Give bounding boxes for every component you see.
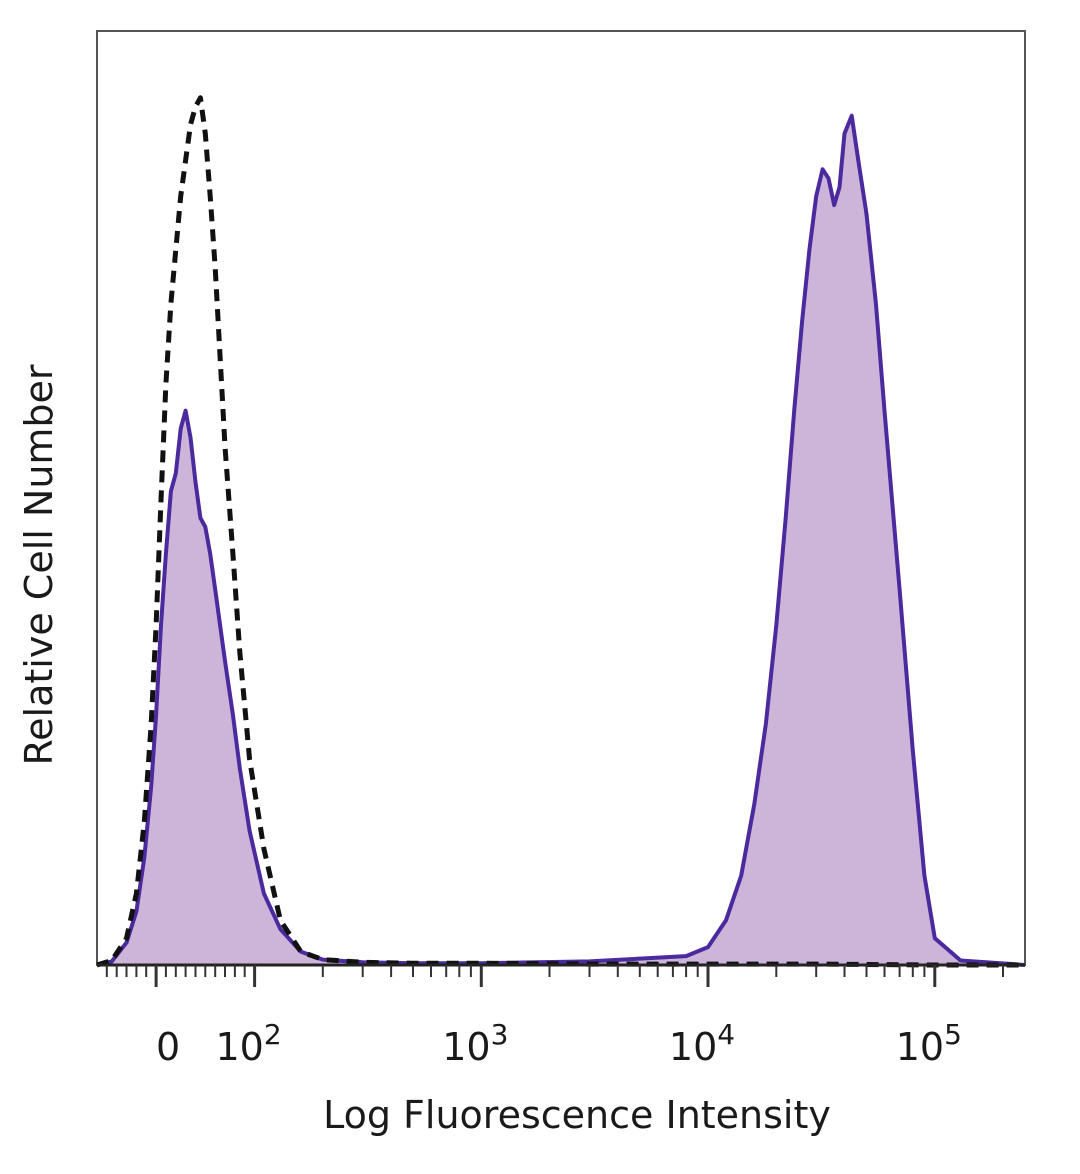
- series-layer: [96, 95, 1026, 968]
- x-tick-label: 104: [669, 1018, 735, 1069]
- series-0-line: [96, 95, 1025, 968]
- y-axis-label: Relative Cell Number: [17, 364, 61, 765]
- x-tick-label: 0: [156, 1025, 180, 1069]
- x-axis-ticks: [105, 965, 1004, 987]
- x-tick-label: 102: [216, 1018, 282, 1069]
- x-tick-label: 103: [442, 1018, 508, 1069]
- x-axis-tick-labels: 0 102 103 104 105: [156, 1018, 962, 1069]
- series-1-area: [97, 115, 1025, 965]
- x-axis-label: Log Fluorescence Intensity: [323, 1093, 831, 1137]
- x-tick-label: 105: [896, 1018, 962, 1069]
